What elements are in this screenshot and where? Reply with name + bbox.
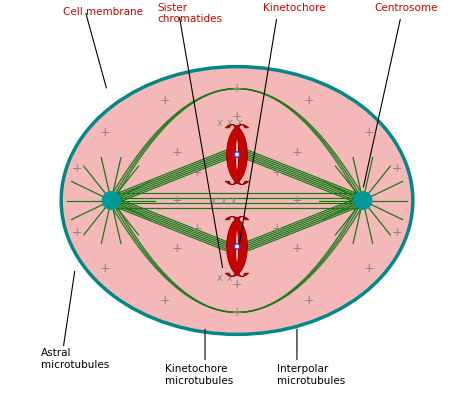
Text: x: x bbox=[210, 196, 216, 205]
Text: Interpolar
microtubules: Interpolar microtubules bbox=[277, 365, 345, 386]
Text: x: x bbox=[226, 117, 232, 128]
Text: +: + bbox=[272, 166, 283, 179]
Text: +: + bbox=[292, 242, 302, 255]
Text: +: + bbox=[232, 306, 242, 319]
Circle shape bbox=[234, 244, 240, 249]
Text: x: x bbox=[226, 273, 232, 284]
Text: +: + bbox=[364, 262, 374, 275]
Text: +: + bbox=[72, 162, 82, 175]
Text: Cell membrane: Cell membrane bbox=[63, 7, 143, 17]
Circle shape bbox=[236, 245, 238, 248]
Ellipse shape bbox=[61, 67, 413, 334]
Text: +: + bbox=[100, 126, 110, 139]
Text: +: + bbox=[272, 222, 283, 235]
Text: +: + bbox=[160, 294, 170, 307]
Circle shape bbox=[236, 153, 238, 156]
Text: +: + bbox=[232, 278, 242, 291]
Text: x: x bbox=[230, 196, 236, 205]
Text: +: + bbox=[172, 194, 182, 207]
Polygon shape bbox=[227, 125, 249, 184]
Text: x: x bbox=[216, 273, 222, 284]
Text: +: + bbox=[191, 166, 202, 179]
Text: +: + bbox=[160, 94, 170, 107]
Text: Kinetochore
microtubules: Kinetochore microtubules bbox=[165, 365, 233, 386]
Polygon shape bbox=[227, 217, 249, 276]
Circle shape bbox=[234, 152, 240, 157]
Text: +: + bbox=[292, 146, 302, 159]
Text: +: + bbox=[232, 110, 242, 123]
Text: x: x bbox=[236, 117, 242, 128]
Text: +: + bbox=[172, 242, 182, 255]
Text: +: + bbox=[72, 226, 82, 239]
Text: +: + bbox=[392, 162, 402, 175]
Text: Sister
chromatides: Sister chromatides bbox=[157, 3, 222, 24]
Text: +: + bbox=[292, 194, 302, 207]
Text: x: x bbox=[216, 117, 222, 128]
Text: Centrosome: Centrosome bbox=[375, 3, 438, 13]
Circle shape bbox=[354, 192, 372, 209]
Text: +: + bbox=[191, 222, 202, 235]
Text: +: + bbox=[100, 262, 110, 275]
Polygon shape bbox=[225, 217, 247, 276]
Text: +: + bbox=[392, 226, 402, 239]
Text: Astral
microtubules: Astral microtubules bbox=[41, 348, 109, 370]
Text: +: + bbox=[304, 294, 314, 307]
Text: +: + bbox=[304, 94, 314, 107]
Text: +: + bbox=[364, 126, 374, 139]
Text: Kinetochore: Kinetochore bbox=[263, 3, 326, 13]
Text: x: x bbox=[220, 196, 226, 205]
Text: +: + bbox=[232, 82, 242, 95]
Polygon shape bbox=[225, 125, 247, 184]
Circle shape bbox=[102, 192, 120, 209]
Text: +: + bbox=[172, 146, 182, 159]
